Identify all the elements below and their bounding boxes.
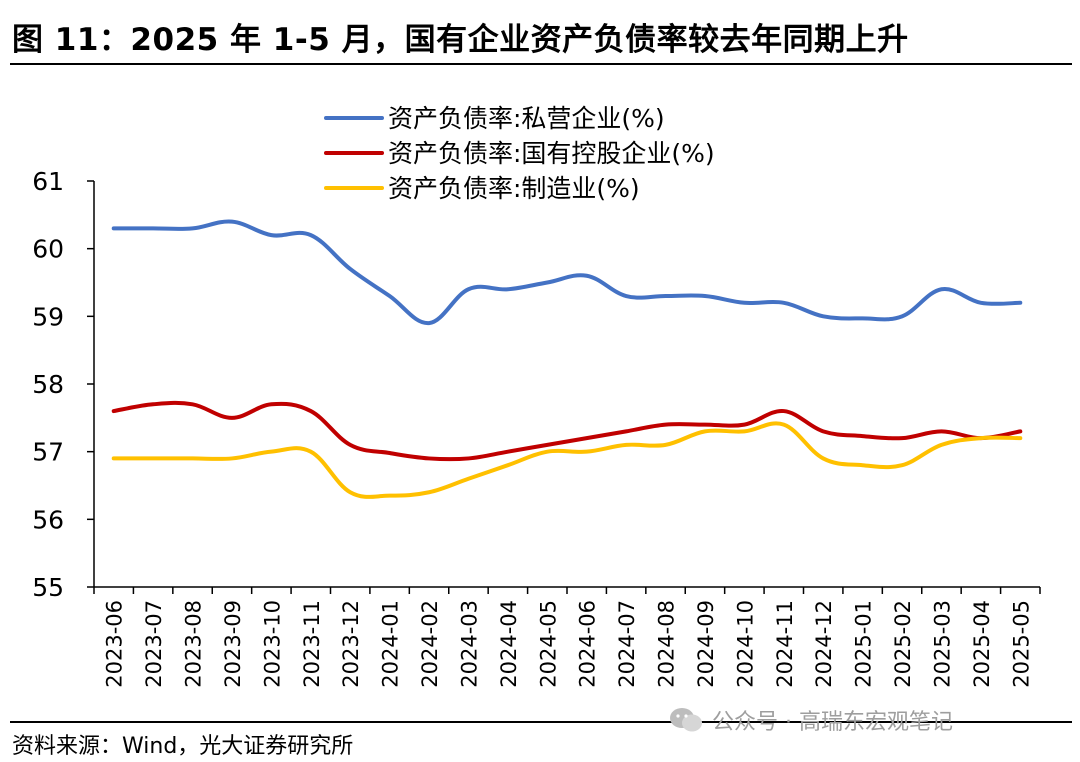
- source-divider: [10, 721, 1072, 723]
- x-tick-label: 2023-10: [260, 600, 284, 688]
- x-tick-label: 2024-03: [457, 600, 481, 688]
- title-divider: [10, 63, 1072, 65]
- x-tick-label: 2024-12: [812, 600, 836, 688]
- x-tick-label: 2023-08: [182, 600, 206, 688]
- series-line-3: [111, 421, 1023, 499]
- x-tick-label: 2024-08: [655, 600, 679, 688]
- x-tick-label: 2024-02: [418, 600, 442, 688]
- series-line-2: [111, 400, 1023, 462]
- x-tick-label: 2025-02: [891, 600, 915, 688]
- chart-legend: 资产负债率:私营企业(%) 资产负债率:国有控股企业(%) 资产负债率:制造业(%): [324, 104, 715, 203]
- x-tick-label: 2023-09: [221, 600, 245, 688]
- chart-axes: 55 56 57 58 59 60 61 2023-06 2023-07 2023-08 2023-…: [32, 167, 1041, 688]
- y-tick-label: 56: [32, 505, 64, 534]
- x-tick-label: 2024-05: [536, 600, 560, 688]
- y-tick-label: 61: [32, 167, 64, 196]
- x-tick-label: 2023-12: [339, 600, 363, 688]
- source-note: 资料来源：Wind，光大证券研究所: [12, 734, 354, 759]
- chart-series: [111, 219, 1023, 499]
- figure-title: 图 11：2025 年 1-5 月，国有企业资产负债率较去年同期上升: [12, 22, 909, 58]
- x-tick-label: 2024-01: [379, 600, 403, 688]
- x-tick-label: 2025-04: [970, 600, 994, 688]
- x-tick-label: 2023-07: [142, 600, 166, 688]
- y-tick-label: 57: [32, 438, 64, 467]
- legend-label-1: 资产负债率:私营企业(%): [388, 104, 665, 133]
- x-tick-label: 2023-06: [103, 600, 127, 688]
- wechat-icon: [670, 708, 702, 732]
- x-tick-label: 2025-05: [1009, 600, 1033, 688]
- y-tick-label: 58: [32, 370, 64, 399]
- y-tick-label: 60: [32, 235, 64, 264]
- x-tick-label: 2024-09: [694, 600, 718, 688]
- y-tick-label: 59: [32, 302, 64, 331]
- x-tick-label: 2025-03: [930, 600, 954, 688]
- x-tick-label: 2023-11: [300, 600, 324, 688]
- watermark: 公众号 · 高瑞东宏观笔记: [668, 704, 953, 736]
- x-tick-label: 2024-11: [773, 600, 797, 688]
- legend-label-3: 资产负债率:制造业(%): [388, 174, 640, 203]
- y-tick-label: 55: [32, 573, 64, 602]
- watermark-text: 公众号 · 高瑞东宏观笔记: [712, 710, 953, 735]
- x-tick-label: 2024-07: [615, 600, 639, 688]
- legend-label-2: 资产负债率:国有控股企业(%): [388, 139, 715, 168]
- x-tick-label: 2024-06: [576, 600, 600, 688]
- x-tick-label: 2025-01: [852, 600, 876, 688]
- x-tick-label: 2024-10: [733, 600, 757, 688]
- series-line-1: [111, 219, 1023, 326]
- x-tick-label: 2024-04: [497, 600, 521, 688]
